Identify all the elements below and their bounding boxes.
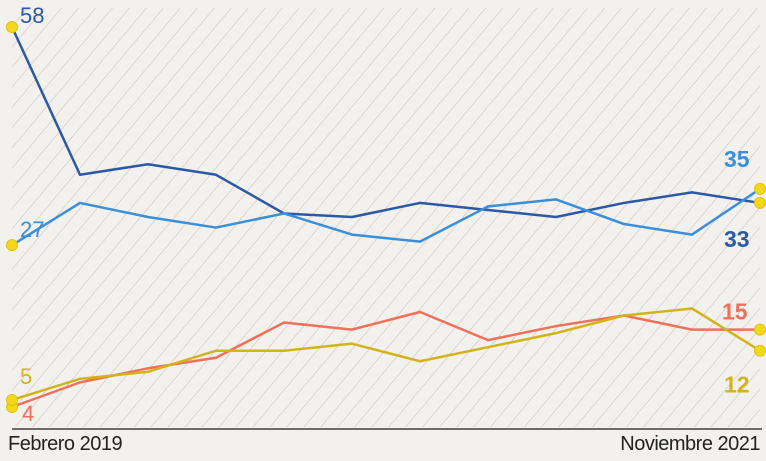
start-value-label-1: 27 [20, 217, 44, 242]
start-value-label-2: 4 [22, 401, 34, 426]
data-point-2-2 [146, 367, 150, 370]
data-point-2-5 [350, 328, 354, 331]
end-value-label-2: 15 [722, 299, 748, 325]
series-line-0 [10, 26, 761, 219]
data-point-1-10 [690, 233, 694, 236]
x-axis-end-label: Noviembre 2021 [620, 433, 760, 455]
data-point-3-3 [214, 349, 218, 352]
series-line-1 [11, 187, 761, 247]
series-line-3 [11, 307, 761, 402]
data-point-0-3 [214, 173, 218, 176]
end-marker-0 [754, 196, 766, 209]
start-value-label-3: 5 [20, 364, 32, 389]
data-point-3-9 [622, 314, 626, 317]
data-point-0-7 [486, 208, 490, 212]
data-point-1-2 [146, 215, 150, 219]
data-point-0-2 [146, 163, 150, 166]
end-value-label-0: 33 [724, 226, 750, 252]
data-point-1-5 [350, 233, 354, 236]
data-point-1-9 [622, 222, 626, 226]
data-point-3-1 [78, 377, 82, 381]
data-point-3-10 [690, 307, 694, 310]
data-point-0-6 [418, 201, 422, 205]
data-point-1-4 [282, 212, 286, 215]
end-value-label-3: 12 [724, 372, 750, 398]
data-point-1-1 [78, 201, 82, 205]
data-point-2-6 [418, 310, 422, 314]
data-point-2-4 [282, 321, 286, 324]
data-point-0-1 [78, 173, 82, 176]
x-axis-start-label: Febrero 2019 [8, 433, 123, 455]
data-point-3-6 [418, 360, 422, 363]
hatch-background [12, 8, 760, 427]
start-marker-0 [6, 21, 18, 33]
data-point-0-9 [622, 201, 626, 205]
end-value-label-1: 35 [724, 146, 750, 172]
data-point-3-5 [350, 342, 354, 345]
data-point-1-6 [418, 240, 422, 243]
data-point-2-8 [554, 324, 558, 328]
data-point-2-7 [486, 338, 490, 342]
end-marker-2 [754, 323, 766, 336]
data-point-1-7 [486, 205, 490, 208]
data-point-0-8 [554, 215, 558, 219]
series-line-2 [11, 310, 760, 409]
data-point-2-10 [690, 328, 694, 331]
data-point-0-5 [350, 215, 354, 219]
data-point-2-1 [78, 381, 82, 384]
start-marker-3 [6, 393, 18, 406]
data-point-3-2 [146, 370, 150, 374]
data-point-1-3 [214, 226, 218, 229]
start-marker-1 [6, 239, 18, 252]
end-marker-1 [754, 182, 766, 195]
end-marker-3 [754, 344, 766, 357]
data-point-1-8 [554, 198, 558, 201]
data-point-3-7 [486, 345, 490, 349]
data-point-0-10 [690, 191, 694, 194]
start-value-label-0: 58 [20, 3, 44, 28]
data-point-3-4 [282, 349, 286, 352]
data-point-3-8 [554, 331, 558, 335]
data-point-2-3 [214, 356, 218, 359]
